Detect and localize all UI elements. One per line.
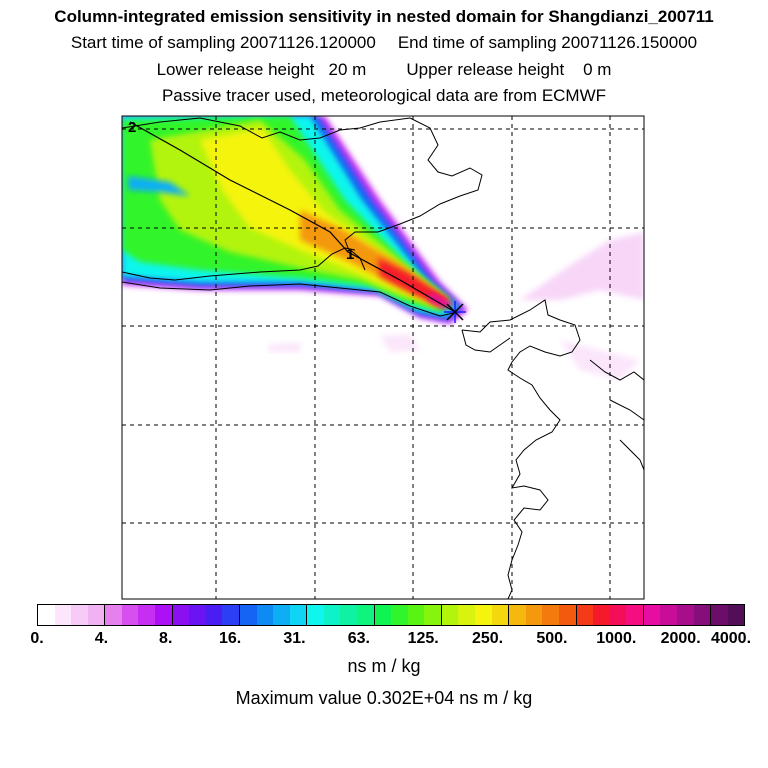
colorbar-cell bbox=[593, 605, 610, 625]
colorbar-cell bbox=[475, 605, 492, 625]
colorbar-cell bbox=[289, 605, 307, 625]
colorbar-cell bbox=[104, 605, 122, 625]
colorbar-cell bbox=[391, 605, 408, 625]
colorbar-cell bbox=[155, 605, 172, 625]
maximum-value: Maximum value 0.302E+04 ns m / kg bbox=[235, 688, 533, 708]
colorbar-tick-label: 31. bbox=[283, 630, 306, 647]
star-marker-icon bbox=[444, 301, 466, 323]
colorbar-cell bbox=[407, 605, 425, 625]
colorbar-units: ns m / kg bbox=[347, 656, 421, 676]
colorbar-cell bbox=[356, 605, 374, 625]
colorbar-cell bbox=[575, 605, 594, 625]
end-time: End time of sampling 20071126.150000 bbox=[397, 33, 698, 52]
colorbar-cell bbox=[205, 605, 223, 625]
colorbar-cell bbox=[138, 605, 156, 625]
tracer-note: Passive tracer used, meteorological data… bbox=[161, 86, 607, 105]
sampling-time-line: Start time of sampling 20071126.120000 En… bbox=[0, 33, 768, 53]
colorbar-tick-label: 250. bbox=[471, 630, 504, 647]
colorbar-cell bbox=[38, 605, 55, 625]
trajectory-line bbox=[129, 121, 456, 313]
colorbar-tick-label: 8. bbox=[159, 630, 173, 647]
colorbar-cell bbox=[306, 605, 324, 625]
colorbar-cell bbox=[87, 605, 105, 625]
colorbar-tick-label: 63. bbox=[347, 630, 370, 647]
colorbar-cell bbox=[340, 605, 357, 625]
lower-release-height: Lower release height 20 m bbox=[156, 60, 367, 79]
colorbar-cell bbox=[642, 605, 661, 625]
map-border bbox=[121, 115, 645, 600]
colorbar-cell bbox=[121, 605, 139, 625]
colorbar-tick-label: 2000. bbox=[660, 630, 701, 647]
colorbar-tick-label: 500. bbox=[536, 630, 568, 647]
colorbar-cell bbox=[525, 605, 543, 625]
trajectory-label-1: 1 bbox=[346, 246, 354, 263]
sensitivity-field bbox=[122, 116, 644, 599]
faint-sensitivity-east bbox=[520, 232, 644, 300]
colorbar bbox=[37, 604, 745, 626]
colorbar-cell bbox=[458, 605, 476, 625]
colorbar-cell bbox=[676, 605, 694, 625]
colorbar-cell bbox=[54, 605, 72, 625]
colorbar-cell bbox=[508, 605, 526, 625]
graticule bbox=[122, 116, 644, 599]
colorbar-tick-label: 4000. bbox=[710, 630, 752, 647]
faint-sensitivity-south-2 bbox=[380, 334, 420, 352]
colorbar-cell bbox=[727, 605, 745, 625]
colorbar-cell bbox=[660, 605, 677, 625]
colorbar-cell bbox=[189, 605, 206, 625]
upper-release-height: Upper release height 0 m bbox=[406, 60, 612, 79]
colorbar-tick-label: 0. bbox=[30, 630, 44, 647]
colorbar-cell bbox=[323, 605, 341, 625]
colorbar-cell bbox=[609, 605, 627, 625]
plume-streak bbox=[128, 176, 190, 196]
colorbar-cell bbox=[238, 605, 257, 625]
colorbar-tick-label: 4. bbox=[94, 630, 109, 647]
faint-sensitivity-south bbox=[268, 342, 300, 352]
release-height-line: Lower release height 20 m Upper release h… bbox=[0, 60, 768, 80]
colorbar-cell bbox=[273, 605, 290, 625]
colorbar-cell bbox=[373, 605, 392, 625]
start-time: Start time of sampling 20071126.120000 bbox=[70, 33, 376, 52]
colorbar-cell bbox=[491, 605, 509, 625]
colorbar-cell bbox=[424, 605, 441, 625]
colorbar-tick-label: 125. bbox=[407, 630, 439, 647]
faint-sensitivity-east-2 bbox=[560, 340, 640, 380]
colorbar-cell bbox=[558, 605, 576, 625]
colorbar-cell bbox=[222, 605, 239, 625]
colorbar-tick-label: 1000. bbox=[596, 630, 637, 647]
colorbar-tick-label: 16. bbox=[218, 630, 242, 647]
colorbar-cell bbox=[693, 605, 711, 625]
colorbar-cell bbox=[256, 605, 274, 625]
colorbar-cell bbox=[440, 605, 459, 625]
colorbar-cell bbox=[171, 605, 190, 625]
colorbar-cell bbox=[626, 605, 643, 625]
plot-title: Column-integrated emission sensitivity i… bbox=[54, 7, 714, 26]
colorbar-cell bbox=[710, 605, 728, 625]
trajectory-label-2: 2 bbox=[128, 119, 136, 136]
colorbar-cell bbox=[542, 605, 559, 625]
coastlines bbox=[122, 117, 644, 599]
colorbar-cell bbox=[71, 605, 88, 625]
